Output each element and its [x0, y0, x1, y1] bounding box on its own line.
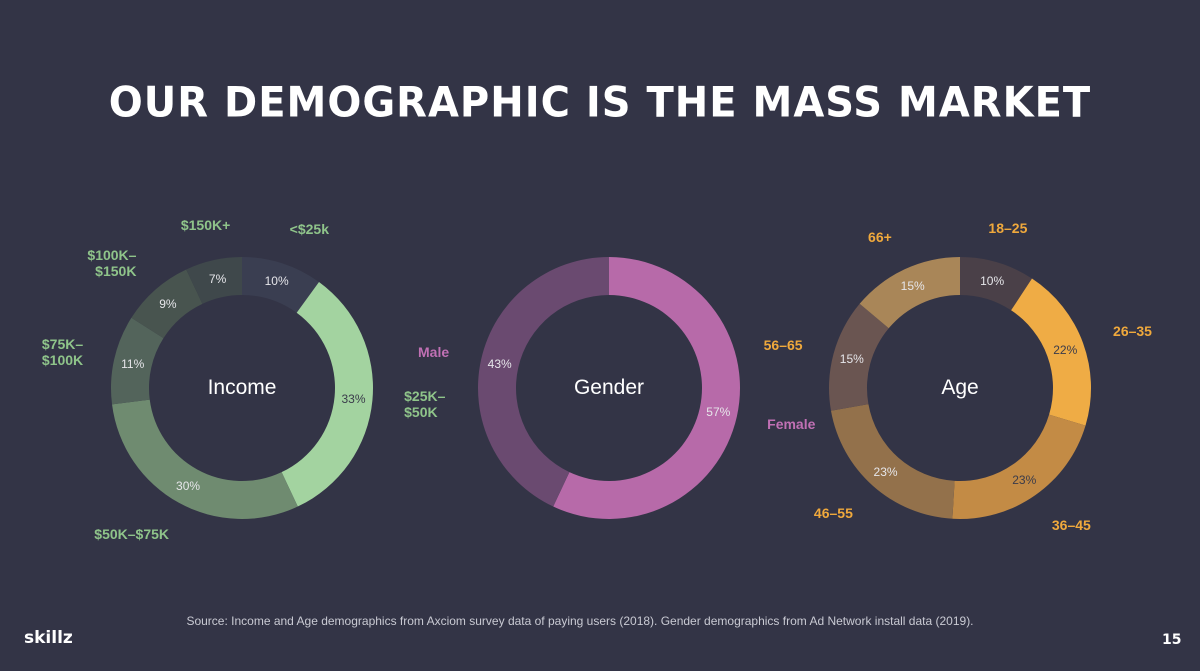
center-label: Gender: [573, 376, 645, 399]
donut-segment: [131, 269, 203, 339]
donut-segment: [281, 282, 374, 507]
value-label: 23%: [1012, 472, 1037, 487]
donut-segment: [1011, 278, 1091, 426]
value-label: 30%: [176, 479, 201, 494]
category-label: Female: [767, 416, 816, 433]
category-label: 26–35: [1113, 322, 1152, 339]
value-label: 10%: [264, 274, 289, 289]
donut-segment: [553, 257, 741, 519]
category-label: 18–25: [988, 220, 1028, 237]
category-label: 66+: [868, 228, 892, 245]
value-label: 10%: [980, 273, 1005, 288]
category-label: 46–55: [813, 504, 853, 521]
value-label: 9%: [159, 296, 177, 311]
value-label: 15%: [839, 352, 864, 366]
page-number: 15: [1162, 632, 1182, 648]
category-label: $100K– $150K: [87, 246, 137, 279]
donut-segment: [960, 257, 1032, 311]
value-label: 7%: [208, 271, 227, 286]
category-label: <$25k: [289, 221, 329, 238]
center-label: Age: [941, 376, 979, 399]
value-label: 43%: [487, 356, 512, 371]
category-label: 56–65: [763, 336, 803, 353]
category-label: $25K– $50K: [404, 387, 446, 420]
donut-segment: [110, 317, 164, 405]
donut-segment: [829, 303, 889, 411]
value-label: 22%: [1053, 342, 1078, 357]
category-label: $150K+: [180, 217, 231, 234]
donut-segment: [859, 257, 960, 329]
donut-segment: [112, 399, 298, 519]
source-note: Source: Income and Age demographics from…: [186, 614, 974, 628]
donut-segment: [830, 404, 955, 519]
value-label: 11%: [121, 356, 145, 371]
category-label: $75K– $100K: [41, 335, 84, 368]
logo: skillz: [24, 628, 73, 648]
donut-segment: [952, 414, 1086, 519]
category-label: Male: [418, 343, 450, 360]
slide-title: OUR DEMOGRAPHIC IS THE MASS MARKET: [108, 78, 1092, 128]
center-label: Income: [207, 376, 277, 399]
donut-segment: [186, 257, 242, 304]
value-label: 23%: [873, 464, 898, 479]
value-label: 15%: [900, 279, 925, 294]
donut-segment: [477, 257, 609, 507]
category-label: 36–45: [1051, 516, 1091, 533]
donut-segment: [242, 257, 319, 313]
value-label: 57%: [706, 405, 731, 420]
value-label: 33%: [341, 391, 366, 406]
category-label: $50K–$75K: [94, 526, 170, 543]
